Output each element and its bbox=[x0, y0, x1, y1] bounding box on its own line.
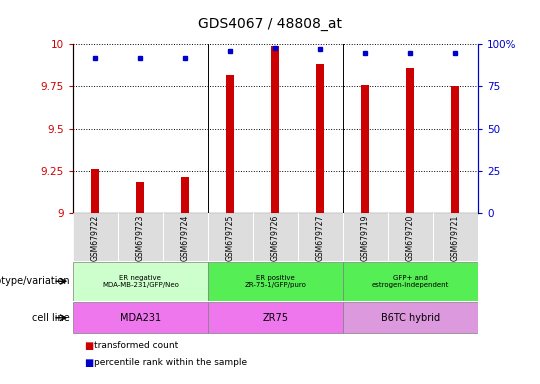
Bar bbox=[298, 213, 343, 261]
Text: cell line: cell line bbox=[32, 313, 70, 323]
Bar bbox=[316, 64, 325, 213]
Bar bbox=[343, 302, 478, 333]
Text: GSM679723: GSM679723 bbox=[136, 215, 145, 261]
Bar bbox=[163, 213, 208, 261]
Bar bbox=[137, 182, 145, 213]
Text: GSM679724: GSM679724 bbox=[181, 215, 190, 261]
Text: B6TC hybrid: B6TC hybrid bbox=[381, 313, 440, 323]
Bar bbox=[253, 213, 298, 261]
Bar bbox=[73, 213, 118, 261]
Text: genotype/variation: genotype/variation bbox=[0, 276, 70, 286]
Bar bbox=[73, 302, 208, 333]
Bar bbox=[433, 213, 478, 261]
Bar bbox=[343, 262, 478, 301]
Text: GSM679725: GSM679725 bbox=[226, 215, 235, 261]
Text: GFP+ and
estrogen-independent: GFP+ and estrogen-independent bbox=[372, 275, 449, 288]
Text: GDS4067 / 48808_at: GDS4067 / 48808_at bbox=[198, 17, 342, 31]
Bar bbox=[226, 74, 234, 213]
Text: GSM679720: GSM679720 bbox=[406, 215, 415, 261]
Text: ER negative
MDA-MB-231/GFP/Neo: ER negative MDA-MB-231/GFP/Neo bbox=[102, 275, 179, 288]
Text: ER positive
ZR-75-1/GFP/puro: ER positive ZR-75-1/GFP/puro bbox=[245, 275, 306, 288]
Bar bbox=[407, 68, 415, 213]
Text: GSM679722: GSM679722 bbox=[91, 215, 100, 261]
Bar bbox=[208, 302, 343, 333]
Text: GSM679721: GSM679721 bbox=[451, 215, 460, 261]
Text: ZR75: ZR75 bbox=[262, 313, 288, 323]
Bar bbox=[118, 213, 163, 261]
Bar bbox=[208, 213, 253, 261]
Text: ■: ■ bbox=[84, 341, 93, 351]
Bar bbox=[181, 177, 190, 213]
Text: ■: ■ bbox=[84, 358, 93, 368]
Bar bbox=[73, 262, 208, 301]
Bar bbox=[388, 213, 433, 261]
Bar bbox=[451, 86, 460, 213]
Bar bbox=[272, 46, 280, 213]
Text: GSM679726: GSM679726 bbox=[271, 215, 280, 261]
Text: GSM679719: GSM679719 bbox=[361, 215, 370, 261]
Bar bbox=[208, 262, 343, 301]
Bar bbox=[343, 213, 388, 261]
Bar bbox=[91, 169, 99, 213]
Text: MDA231: MDA231 bbox=[120, 313, 161, 323]
Text: percentile rank within the sample: percentile rank within the sample bbox=[94, 358, 248, 367]
Bar bbox=[361, 85, 369, 213]
Text: transformed count: transformed count bbox=[94, 341, 179, 350]
Text: GSM679727: GSM679727 bbox=[316, 215, 325, 261]
